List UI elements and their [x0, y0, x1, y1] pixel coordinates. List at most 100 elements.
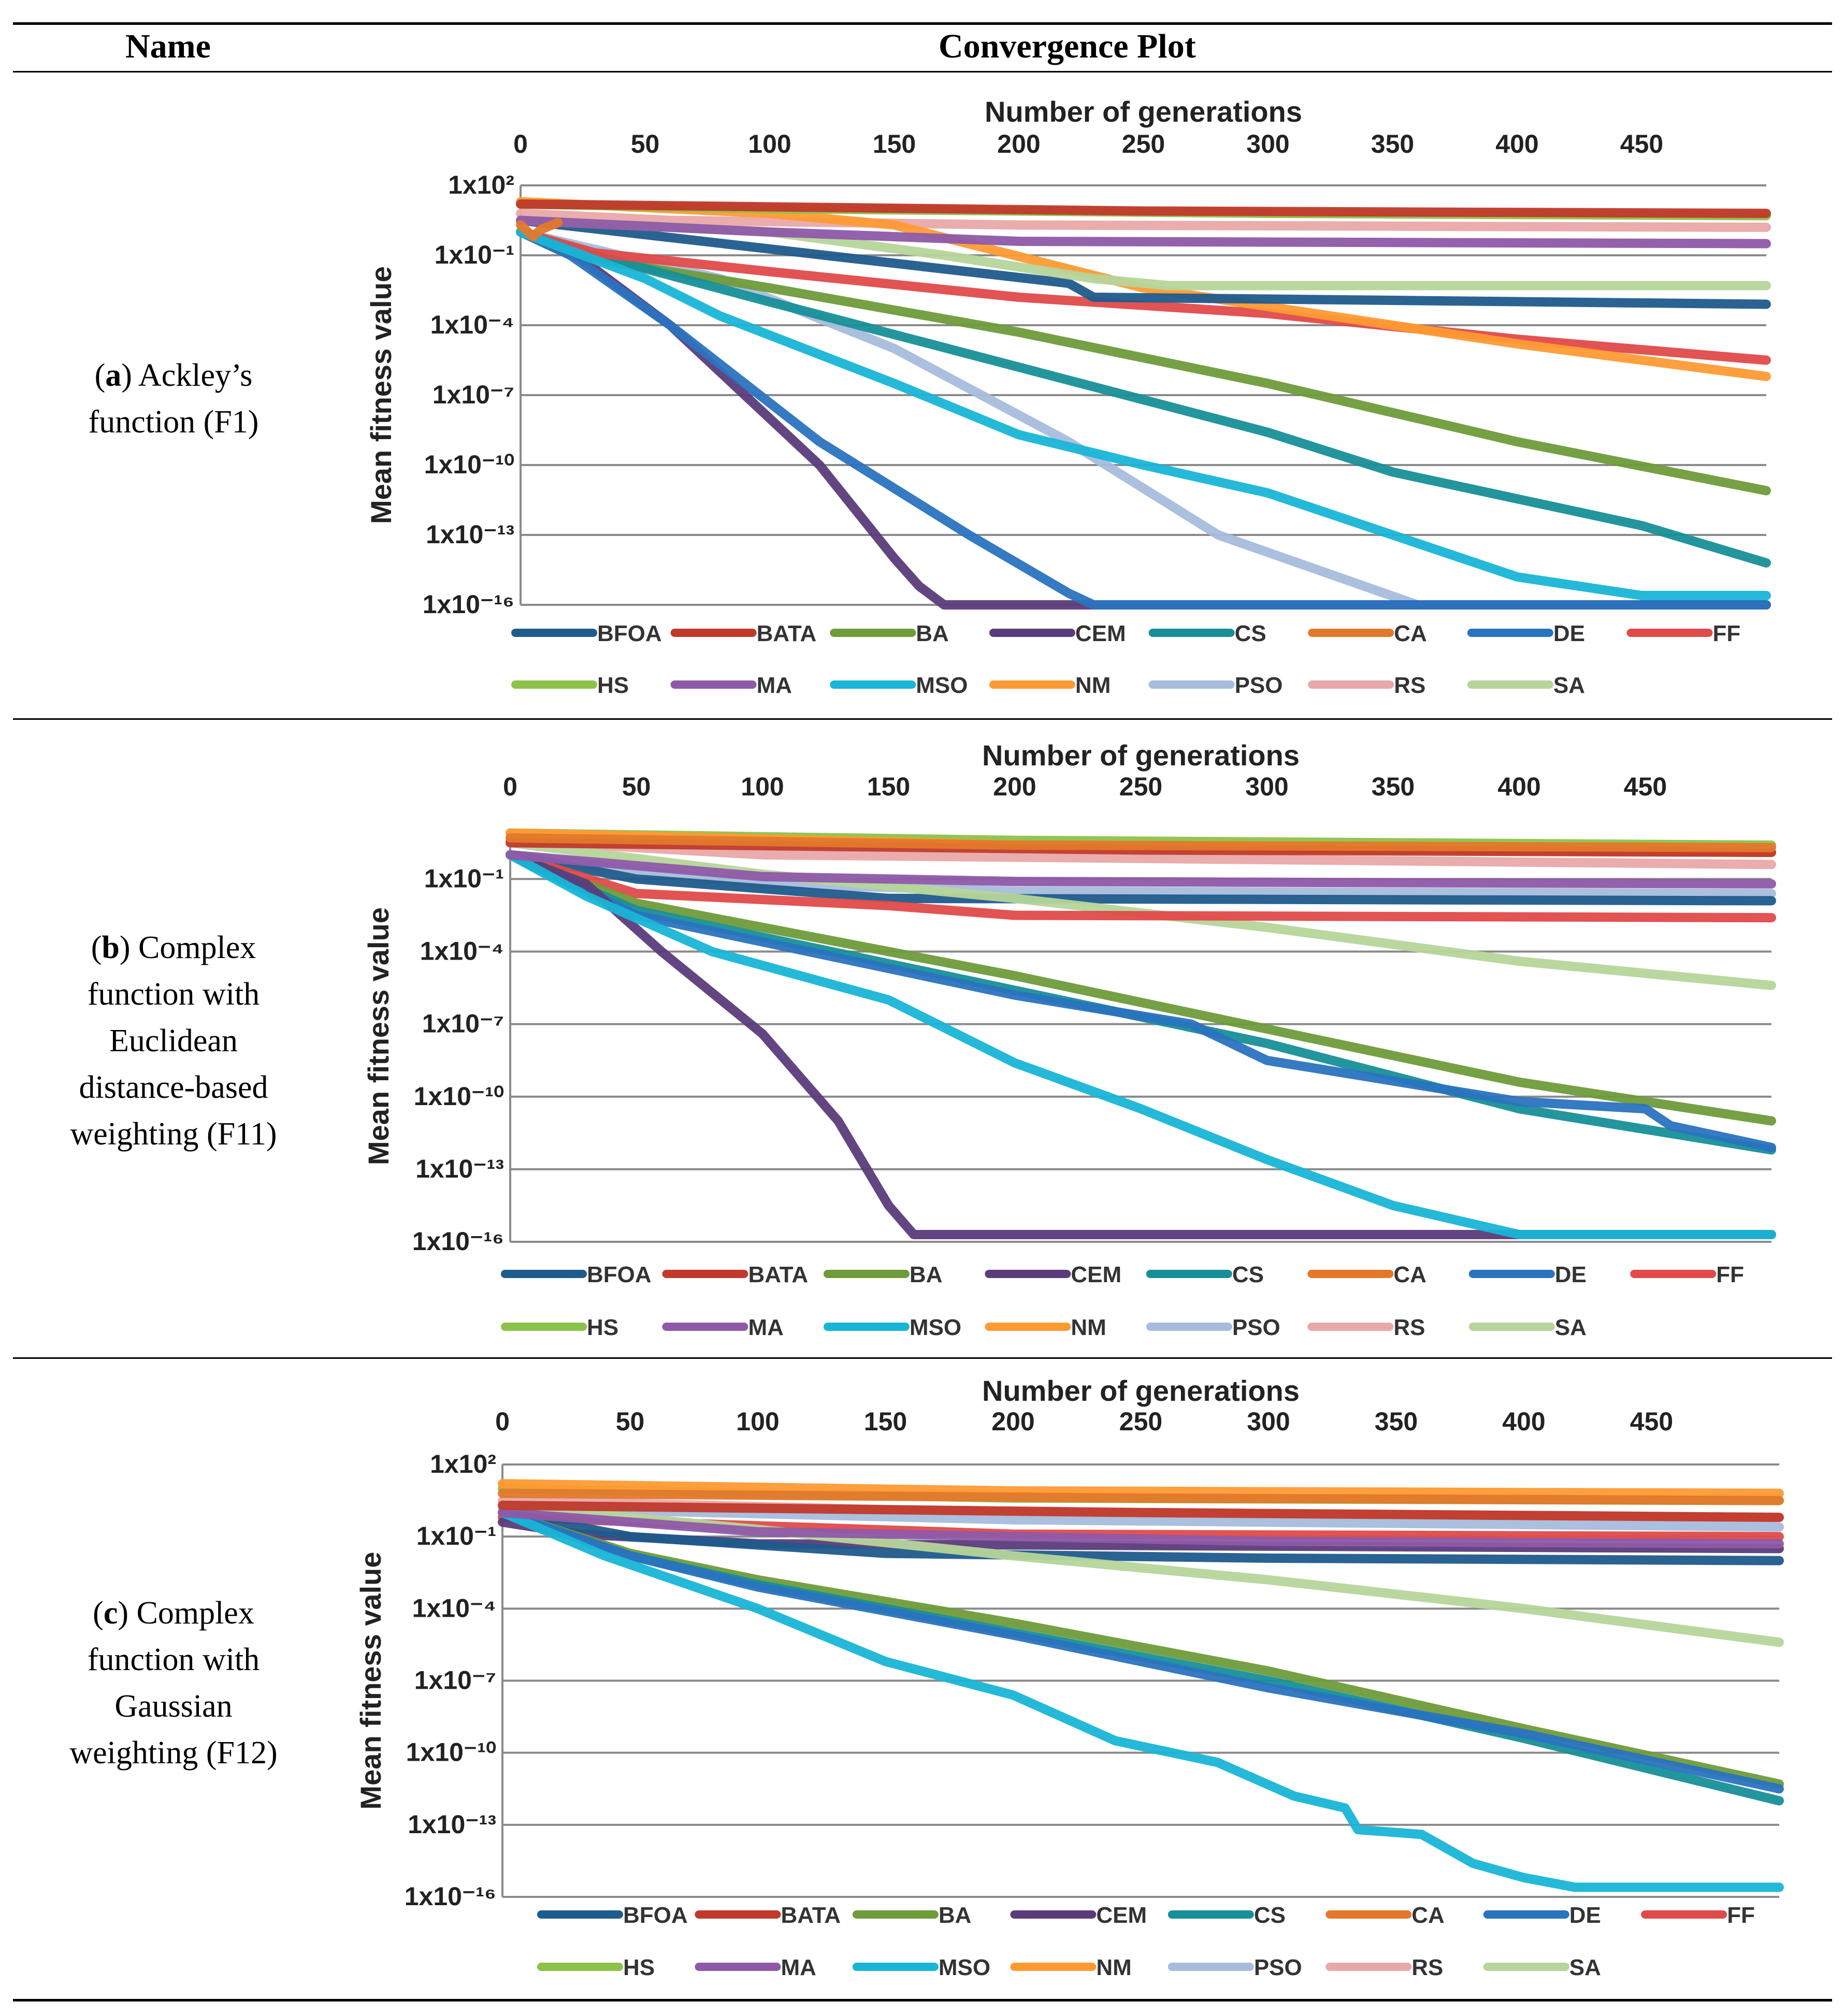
y-tick-label: 1x10⁻⁴: [412, 1593, 496, 1622]
legend-label-rs: RS: [1393, 1315, 1425, 1340]
x-tick-label: 200: [993, 772, 1036, 801]
legend-label-cs: CS: [1232, 1262, 1264, 1287]
series-line-de: [498, 1507, 1784, 1794]
x-tick-label: 350: [1372, 772, 1415, 801]
legend-label-bata: BATA: [781, 1903, 841, 1928]
series-line-ff: [506, 850, 1776, 923]
series-line-mso: [516, 227, 1771, 600]
legend-label-ma: MA: [748, 1315, 783, 1340]
legend-label-rs: RS: [1394, 673, 1425, 698]
row-name-first: Complex: [128, 1596, 254, 1631]
legend-label-nm: NM: [1071, 1315, 1106, 1340]
legend-label-nm: NM: [1075, 673, 1111, 698]
x-tick-label: 150: [873, 129, 916, 158]
series-line-bfoa: [498, 1507, 1784, 1565]
row-letter: c: [103, 1596, 118, 1631]
row-name-line: function (F1): [88, 404, 259, 440]
row-name-title: (c) Complex: [93, 1596, 254, 1631]
series-line-cs: [516, 227, 1771, 568]
series-line-bata: [516, 199, 1771, 218]
x-tick-label: 300: [1246, 129, 1289, 158]
table-bottom-rule: [13, 1999, 1832, 2002]
legend-label-cs: CS: [1254, 1903, 1286, 1928]
legend-label-pso: PSO: [1254, 1955, 1302, 1980]
y-tick-label: 1x10⁻¹⁰: [424, 450, 514, 479]
y-tick-label: 1x10⁻¹³: [415, 1154, 504, 1183]
x-tick-label: 50: [616, 1407, 645, 1436]
y-axis-label: Mean fitness value: [354, 1552, 387, 1810]
x-tick-label: 400: [1502, 1407, 1545, 1436]
y-tick-label: 1x10⁻⁴: [430, 310, 514, 339]
legend-label-hs: HS: [623, 1955, 655, 1980]
series-line-ma: [516, 215, 1771, 249]
row-divider-1: [13, 718, 1832, 720]
x-tick-label: 250: [1119, 1407, 1162, 1436]
legend-label-hs: HS: [587, 1315, 618, 1340]
series-line-bfoa: [516, 215, 1771, 309]
legend-label-ff: FF: [1727, 1903, 1755, 1928]
legend-label-de: DE: [1569, 1903, 1601, 1928]
series-line-bfoa: [506, 850, 1776, 906]
y-tick-label: 1x10⁻⁷: [422, 1009, 504, 1038]
y-tick-label: 1x10⁻¹⁶: [423, 590, 514, 619]
row-name-first: Ackley’s: [132, 358, 253, 393]
series-line-de: [516, 227, 1771, 610]
series-line-ma: [506, 850, 1776, 889]
series-line-ca: [498, 1488, 1784, 1505]
y-axis-label: Mean fitness value: [365, 266, 397, 524]
y-tick-label: 1x10⁻¹⁰: [406, 1738, 496, 1767]
y-tick-label: 1x10⁻¹: [435, 240, 514, 269]
y-tick-label: 1x10⁻⁷: [433, 380, 514, 409]
row-name-line: Euclidean: [109, 1023, 238, 1058]
x-tick-label: 150: [867, 772, 910, 801]
x-tick-label: 50: [631, 129, 660, 158]
x-tick-label: 400: [1497, 772, 1540, 801]
legend-label-ca: CA: [1411, 1903, 1445, 1928]
legend-label-cem: CEM: [1075, 621, 1126, 646]
row-name-a: (a) Ackley’s function (F1): [21, 352, 326, 445]
legend-label-bfoa: BFOA: [587, 1262, 652, 1287]
row-name-line: distance-based: [79, 1070, 268, 1105]
series-line-ma: [498, 1507, 1784, 1549]
x-axis-label: Number of generations: [982, 739, 1300, 772]
x-tick-label: 0: [503, 772, 517, 801]
x-tick-label: 100: [741, 772, 784, 801]
series-line-mso: [498, 1507, 1784, 1892]
x-tick-label: 300: [1245, 772, 1288, 801]
row-name-b: (b) Complex function with Euclidean dist…: [21, 924, 326, 1157]
y-tick-label: 1x10⁻¹⁶: [405, 1882, 496, 1911]
series-line-cem: [506, 850, 1776, 1239]
series-line-bata: [498, 1500, 1784, 1522]
legend-label-cem: CEM: [1071, 1262, 1121, 1287]
row-name-line: function with: [87, 1642, 260, 1677]
row-name-line: Gaussian: [114, 1689, 233, 1724]
y-tick-label: 1x10⁻¹⁶: [412, 1227, 504, 1256]
row-name-line: function with: [87, 977, 260, 1012]
x-tick-label: 300: [1247, 1407, 1290, 1436]
row-letter: a: [105, 358, 122, 393]
x-tick-label: 450: [1630, 1407, 1673, 1436]
y-tick-label: 1x10⁻⁴: [420, 937, 504, 966]
legend-label-bfoa: BFOA: [597, 621, 662, 646]
legend-label-sa: SA: [1555, 1315, 1587, 1340]
series-line-de: [506, 850, 1776, 1152]
legend-label-de: DE: [1553, 621, 1585, 646]
y-tick-label: 1x10⁻¹³: [408, 1810, 496, 1839]
y-axis-label: Mean fitness value: [362, 907, 395, 1165]
legend-label-nm: NM: [1096, 1955, 1131, 1980]
x-tick-label: 0: [495, 1407, 510, 1436]
legend-label-cs: CS: [1235, 621, 1266, 646]
y-tick-label: 1x10⁻¹: [416, 1521, 496, 1550]
x-tick-label: 100: [736, 1407, 779, 1436]
legend-label-de: DE: [1555, 1262, 1587, 1287]
x-tick-label: 0: [513, 129, 528, 158]
legend-label-mso: MSO: [916, 673, 968, 698]
x-axis-label: Number of generations: [985, 95, 1302, 128]
legend-label-ca: CA: [1394, 621, 1427, 646]
legend-label-ca: CA: [1393, 1262, 1426, 1287]
x-tick-label: 350: [1375, 1407, 1418, 1436]
y-tick-label: 1x10⁻¹⁰: [414, 1082, 504, 1111]
y-tick-label: 1x10²: [448, 170, 514, 199]
